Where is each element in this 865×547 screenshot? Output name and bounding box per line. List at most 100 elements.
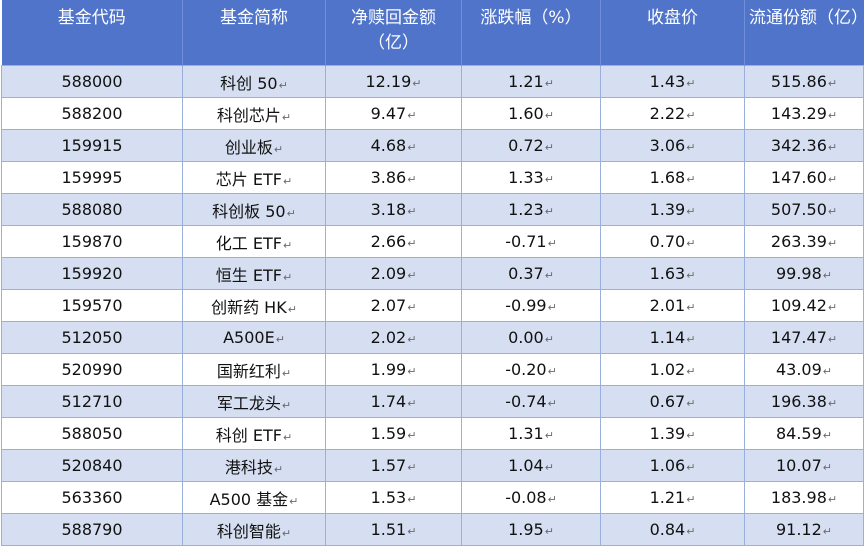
table-row: 588050 科创 ETF↵ 1.59↵ 1.31↵ 1.39↵ 84.59↵: [1, 417, 864, 450]
float-shares-cell: 91.12↵: [744, 513, 864, 546]
net-redemption-cell: 2.02↵: [325, 321, 462, 354]
cell-text: 1.23: [508, 200, 544, 219]
net-redemption-cell: 1.57↵: [325, 449, 462, 482]
net-redemption-cell: 9.47↵: [325, 97, 462, 130]
cell-text: 0.70: [649, 232, 686, 251]
header-net-redemption: 净赎回金额（亿）: [325, 0, 462, 66]
cell-text: 1.31: [508, 424, 544, 443]
cell-text: 563360: [61, 488, 123, 507]
cell-text: 0.84: [649, 520, 686, 539]
cell-text: 159570: [61, 296, 123, 315]
cell-text: 588200: [61, 104, 123, 123]
net-redemption-cell: 2.09↵: [325, 257, 462, 290]
paragraph-mark-icon: ↵: [827, 237, 838, 250]
cell-text: 3.86: [370, 168, 407, 187]
cell-text: -0.71: [505, 232, 547, 251]
paragraph-mark-icon: ↵: [287, 302, 297, 316]
cell-text: 1.53: [370, 488, 407, 507]
paragraph-mark-icon: ↵: [407, 173, 417, 186]
table-row: 588080 科创板 50↵ 3.18↵ 1.23↵ 1.39↵ 507.50↵: [1, 193, 864, 226]
table-row: 159915 创业板↵ 4.68↵ 0.72↵ 3.06↵ 342.36↵: [1, 129, 864, 162]
paragraph-mark-icon: ↵: [273, 462, 284, 476]
close-price-cell: 1.39↵: [600, 417, 745, 450]
paragraph-mark-icon: ↵: [281, 398, 292, 412]
fund-name-cell: A500 基金↵: [182, 481, 326, 514]
cell-text: 588790: [61, 520, 123, 539]
table-row: 520990 国新红利↵ 1.99↵ -0.20↵ 1.02↵ 43.09↵: [1, 353, 864, 386]
header-fund-name: 基金简称: [182, 0, 326, 66]
net-redemption-cell: 2.07↵: [325, 289, 462, 322]
net-redemption-cell: 1.51↵: [325, 513, 462, 546]
paragraph-mark-icon: ↵: [407, 461, 417, 474]
close-price-cell: 2.22↵: [600, 97, 745, 130]
cell-text: A500 基金: [209, 489, 289, 509]
fund-code-cell: 588050: [1, 417, 183, 450]
cell-text: 12.19: [365, 72, 412, 91]
paragraph-mark-icon: ↵: [827, 493, 838, 506]
paragraph-mark-icon: ↵: [686, 269, 696, 282]
paragraph-mark-icon: ↵: [407, 333, 417, 346]
paragraph-mark-icon: ↵: [407, 429, 417, 442]
change-pct-cell: 0.72↵: [461, 129, 601, 162]
paragraph-mark-icon: ↵: [686, 301, 696, 314]
cell-text: 3.18: [370, 200, 407, 219]
table-row: 520840 港科技↵ 1.57↵ 1.04↵ 1.06↵ 10.07↵: [1, 449, 864, 482]
net-redemption-cell: 3.18↵: [325, 193, 462, 226]
cell-text: 1.95: [508, 520, 544, 539]
cell-text: 342.36: [770, 136, 827, 155]
paragraph-mark-icon: ↵: [547, 301, 557, 314]
float-shares-cell: 196.38↵: [744, 385, 864, 418]
paragraph-mark-icon: ↵: [286, 206, 296, 220]
cell-text: 520840: [61, 456, 123, 475]
cell-text: 1.21: [508, 72, 544, 91]
cell-text: 2.22: [649, 104, 686, 123]
paragraph-mark-icon: ↵: [407, 525, 417, 538]
change-pct-cell: -0.99↵: [461, 289, 601, 322]
cell-text: 恒生 ETF: [215, 265, 282, 285]
cell-text: 1.51: [370, 520, 407, 539]
paragraph-mark-icon: ↵: [822, 525, 833, 538]
fund-code-cell: 588790: [1, 513, 183, 546]
cell-text: 科创 50: [220, 73, 278, 93]
fund-code-cell: 159570: [1, 289, 183, 322]
cell-text: 91.12: [775, 520, 822, 539]
table-row: 563360 A500 基金↵ 1.53↵ -0.08↵ 1.21↵ 183.98↵: [1, 481, 864, 514]
float-shares-cell: 99.98↵: [744, 257, 864, 290]
paragraph-mark-icon: ↵: [407, 493, 417, 506]
table-row: 588000 科创 50↵ 12.19↵ 1.21↵ 1.43↵ 515.86↵: [1, 65, 864, 98]
cell-text: 军工龙头: [216, 393, 281, 413]
cell-text: 84.59: [775, 424, 822, 443]
fund-code-cell: 563360: [1, 481, 183, 514]
fund-code-cell: 520840: [1, 449, 183, 482]
net-redemption-cell: 3.86↵: [325, 161, 462, 194]
paragraph-mark-icon: ↵: [686, 77, 696, 90]
fund-name-cell: 科创 50↵: [182, 65, 326, 98]
close-price-cell: 1.68↵: [600, 161, 745, 194]
header-float-shares: 流通份额（亿）: [744, 0, 865, 66]
paragraph-mark-icon: ↵: [289, 494, 299, 508]
cell-text: 507.50: [770, 200, 827, 219]
cell-text: 196.38: [770, 392, 827, 411]
fund-name-cell: A500E↵: [182, 321, 326, 354]
net-redemption-cell: 1.53↵: [325, 481, 462, 514]
paragraph-mark-icon: ↵: [544, 461, 554, 474]
cell-text: 10.07: [775, 456, 822, 475]
paragraph-mark-icon: ↵: [686, 365, 696, 378]
float-shares-cell: 263.39↵: [744, 225, 864, 258]
header-change-pct: 涨跌幅（%）: [461, 0, 601, 66]
cell-text: 159995: [61, 168, 123, 187]
cell-text: A500E: [223, 328, 275, 347]
cell-text: 1.68: [649, 168, 686, 187]
paragraph-mark-icon: ↵: [686, 429, 696, 442]
cell-text: 1.57: [370, 456, 407, 475]
close-price-cell: 1.39↵: [600, 193, 745, 226]
cell-text: 183.98: [770, 488, 827, 507]
cell-text: -0.20: [505, 360, 547, 379]
table-row: 588790 科创智能↵ 1.51↵ 1.95↵ 0.84↵ 91.12↵: [1, 513, 864, 546]
cell-text: 159920: [61, 264, 123, 283]
fund-name-cell: 科创智能↵: [182, 513, 326, 546]
cell-text: 芯片 ETF: [215, 169, 282, 189]
paragraph-mark-icon: ↵: [547, 397, 557, 410]
paragraph-mark-icon: ↵: [686, 205, 696, 218]
table-row: 159995 芯片 ETF↵ 3.86↵ 1.33↵ 1.68↵ 147.60↵: [1, 161, 864, 194]
